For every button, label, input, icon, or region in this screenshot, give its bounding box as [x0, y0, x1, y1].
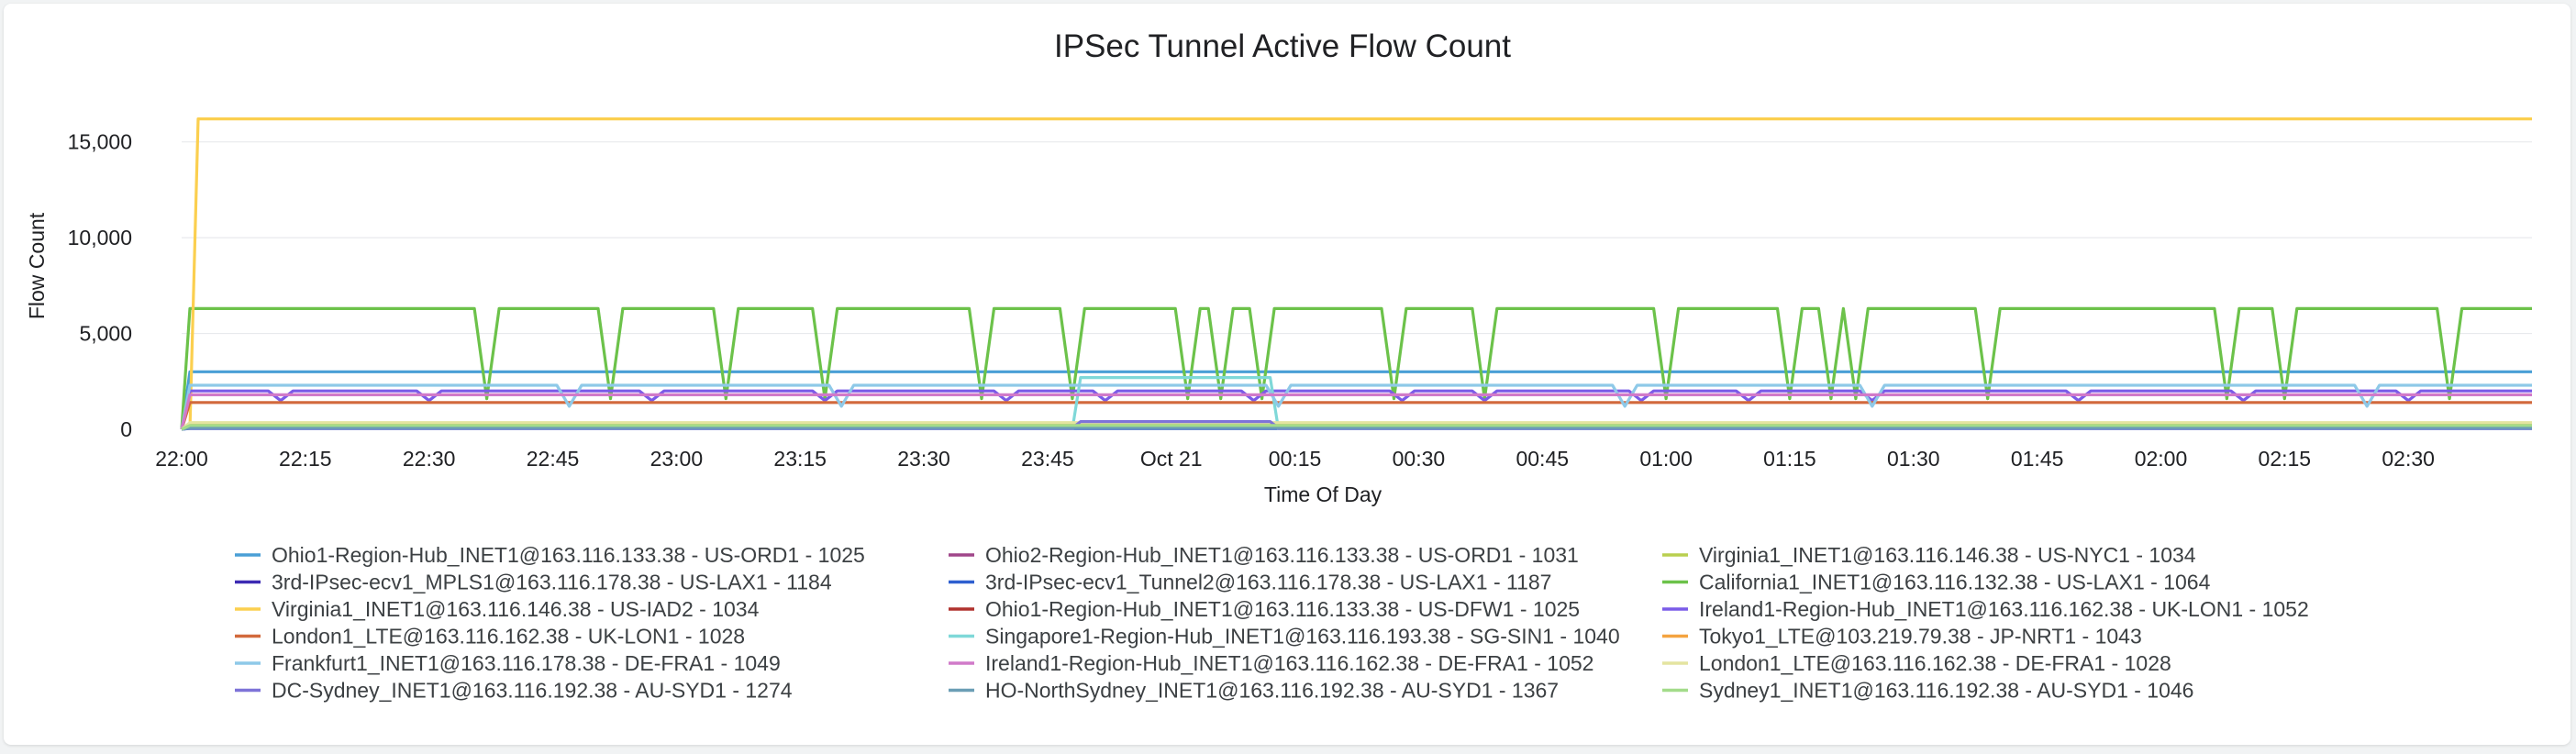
- series-line[interactable]: [181, 426, 2532, 431]
- legend-item[interactable]: 3rd-IPsec-ecv1_MPLS1@163.116.178.38 - US…: [235, 571, 832, 594]
- legend-label: London1_LTE@163.116.162.38 - DE-FRA1 - 1…: [1699, 651, 2171, 675]
- legend-item[interactable]: Sydney1_INET1@163.116.192.38 - AU-SYD1 -…: [1662, 679, 2193, 703]
- x-tick-label: 00:30: [1393, 447, 1446, 471]
- series-line[interactable]: [180, 306, 2532, 430]
- legend-item[interactable]: Tokyo1_LTE@103.219.79.38 - JP-NRT1 - 104…: [1662, 625, 2142, 649]
- legend-item[interactable]: Ohio2-Region-Hub_INET1@163.116.133.38 - …: [949, 543, 1579, 567]
- legend-label: Frankfurt1_INET1@163.116.178.38 - DE-FRA…: [272, 651, 781, 675]
- y-tick-label: 0: [120, 417, 132, 441]
- x-tick-label: 01:15: [1763, 447, 1816, 471]
- x-tick-label: 02:00: [2135, 447, 2188, 471]
- x-tick-label: 23:30: [897, 447, 950, 471]
- x-tick-label: 00:45: [1516, 447, 1569, 471]
- legend-label: London1_LTE@163.116.162.38 - UK-LON1 - 1…: [272, 625, 745, 649]
- x-tick-label: Oct 21: [1140, 447, 1203, 471]
- x-tick-label: 22:00: [155, 447, 208, 471]
- legend-label: Sydney1_INET1@163.116.192.38 - AU-SYD1 -…: [1699, 679, 2193, 703]
- y-axis-label: Flow Count: [25, 212, 49, 319]
- y-tick-label: 10,000: [68, 226, 132, 249]
- legend-label: Ireland1-Region-Hub_INET1@163.116.162.38…: [985, 651, 1593, 675]
- legend-item[interactable]: Singapore1-Region-Hub_INET1@163.116.193.…: [949, 625, 1620, 649]
- y-tick-label: 15,000: [68, 130, 132, 154]
- series-line[interactable]: [1071, 376, 1281, 430]
- legend-item[interactable]: London1_LTE@163.116.162.38 - DE-FRA1 - 1…: [1662, 651, 2171, 675]
- legend-item[interactable]: Ireland1-Region-Hub_INET1@163.116.162.38…: [1662, 597, 2309, 621]
- legend-item[interactable]: Ohio1-Region-Hub_INET1@163.116.133.38 - …: [235, 543, 865, 567]
- legend-item[interactable]: 3rd-IPsec-ecv1_Tunnel2@163.116.178.38 - …: [949, 571, 1551, 594]
- y-axis: 0 5,000 10,000 15,000: [68, 130, 132, 441]
- legend-item[interactable]: Virginia1_INET1@163.116.146.38 - US-NYC1…: [1662, 543, 2196, 567]
- legend: Ohio1-Region-Hub_INET1@163.116.133.38 - …: [235, 543, 2309, 703]
- x-tick-label: 22:45: [527, 447, 580, 471]
- x-tick-label: 23:45: [1021, 447, 1074, 471]
- x-tick-label: 23:15: [773, 447, 827, 471]
- legend-item[interactable]: Ireland1-Region-Hub_INET1@163.116.162.38…: [949, 651, 1593, 675]
- legend-label: Ohio1-Region-Hub_INET1@163.116.133.38 - …: [272, 543, 865, 567]
- legend-item[interactable]: Frankfurt1_INET1@163.116.178.38 - DE-FRA…: [235, 651, 781, 675]
- x-tick-label: 01:45: [2011, 447, 2064, 471]
- series-line[interactable]: [180, 383, 2532, 430]
- chart-card: [4, 4, 2570, 745]
- legend-item[interactable]: Ohio1-Region-Hub_INET1@163.116.133.38 - …: [949, 597, 1580, 621]
- series-line[interactable]: [180, 370, 2532, 430]
- legend-label: California1_INET1@163.116.132.38 - US-LA…: [1699, 571, 2211, 594]
- series-line[interactable]: [181, 424, 2532, 431]
- legend-label: 3rd-IPsec-ecv1_MPLS1@163.116.178.38 - US…: [272, 571, 832, 594]
- legend-label: Singapore1-Region-Hub_INET1@163.116.193.…: [985, 625, 1620, 649]
- legend-item[interactable]: DC-Sydney_INET1@163.116.192.38 - AU-SYD1…: [235, 679, 793, 703]
- legend-label: HO-NorthSydney_INET1@163.116.192.38 - AU…: [985, 679, 1559, 703]
- x-tick-label: 01:00: [1639, 447, 1693, 471]
- legend-item[interactable]: Virginia1_INET1@163.116.146.38 - US-IAD2…: [235, 597, 760, 621]
- legend-label: Virginia1_INET1@163.116.146.38 - US-NYC1…: [1699, 543, 2196, 567]
- legend-label: Ohio1-Region-Hub_INET1@163.116.133.38 - …: [985, 597, 1580, 621]
- legend-label: Virginia1_INET1@163.116.146.38 - US-IAD2…: [272, 597, 760, 621]
- series-line[interactable]: [188, 117, 2532, 430]
- x-tick-label: 22:30: [403, 447, 456, 471]
- series-line[interactable]: [180, 393, 2532, 430]
- x-tick-label: 23:00: [650, 447, 704, 471]
- legend-label: 3rd-IPsec-ecv1_Tunnel2@163.116.178.38 - …: [985, 571, 1551, 594]
- x-tick-label: 22:15: [279, 447, 332, 471]
- x-tick-label: 00:15: [1269, 447, 1322, 471]
- x-axis-label: Time Of Day: [1264, 482, 1382, 506]
- legend-item[interactable]: California1_INET1@163.116.132.38 - US-LA…: [1662, 571, 2211, 594]
- chart-title: IPSec Tunnel Active Flow Count: [1054, 28, 1511, 64]
- x-tick-label: 01:30: [1887, 447, 1940, 471]
- legend-label: Ireland1-Region-Hub_INET1@163.116.162.38…: [1699, 597, 2309, 621]
- legend-label: DC-Sydney_INET1@163.116.192.38 - AU-SYD1…: [272, 679, 793, 703]
- series-lines: [180, 117, 2532, 431]
- x-tick-label: 02:30: [2382, 447, 2435, 471]
- x-axis: 22:00 22:15 22:30 22:45 23:00 23:15 23:30 23:45…: [155, 447, 2435, 471]
- legend-label: Tokyo1_LTE@103.219.79.38 - JP-NRT1 - 104…: [1699, 625, 2142, 649]
- legend-item[interactable]: HO-NorthSydney_INET1@163.116.192.38 - AU…: [949, 679, 1559, 703]
- y-tick-label: 5,000: [79, 322, 132, 346]
- legend-item[interactable]: London1_LTE@163.116.162.38 - UK-LON1 - 1…: [235, 625, 745, 649]
- legend-label: Ohio2-Region-Hub_INET1@163.116.133.38 - …: [985, 543, 1579, 567]
- x-tick-label: 02:15: [2259, 447, 2312, 471]
